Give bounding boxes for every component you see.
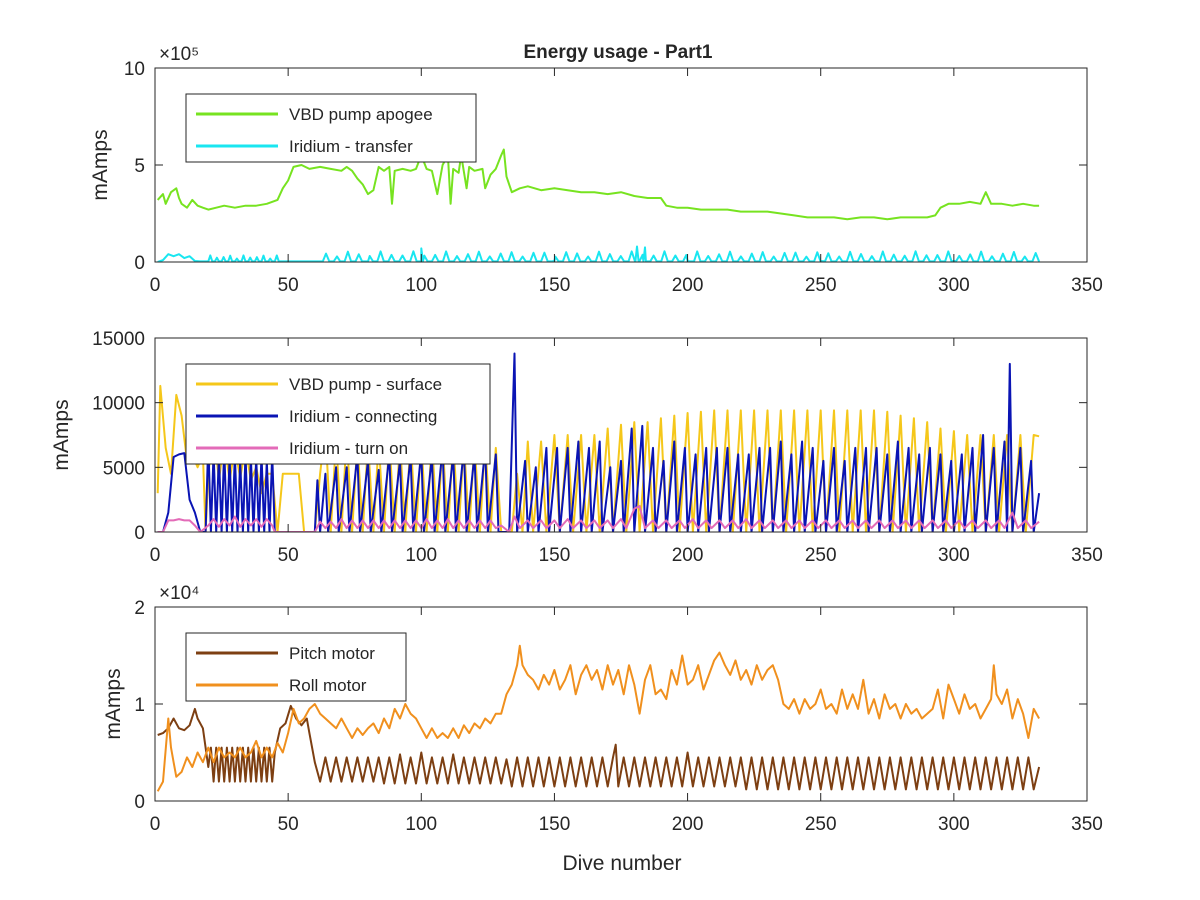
axes-1: 0 50 100 150 200 250 300 350 0 5 10 ×10⁵ mAmps VBD pu… <box>89 44 1103 296</box>
series-group <box>156 352 1041 532</box>
y-tick-label: 10000 <box>92 394 145 415</box>
y-axis-label: mAmps <box>50 399 73 470</box>
y-exponent-label: ×10⁵ <box>159 44 199 65</box>
x-tick-label: 200 <box>672 275 704 296</box>
x-tick-label: 250 <box>805 275 837 296</box>
legend-label: Pitch motor <box>289 644 375 663</box>
x-tick-label: 150 <box>539 545 571 566</box>
legend: VBD pump apogee Iridium - transfer <box>185 93 477 163</box>
y-tick-label: 1 <box>134 695 145 716</box>
x-tick-label: 0 <box>150 545 161 566</box>
y-axis-label: mAmps <box>102 668 125 739</box>
x-tick-label: 300 <box>938 275 970 296</box>
y-tick-label: 5000 <box>103 458 145 479</box>
series-group <box>156 148 1041 262</box>
x-tick-label: 250 <box>805 545 837 566</box>
x-tick-label: 200 <box>672 814 704 835</box>
x-tick-label: 100 <box>405 545 437 566</box>
axes-3: 0 50 100 150 200 250 300 350 0 1 2 ×10⁴ mAmps Pitch m… <box>102 583 1103 835</box>
y-tick-label: 0 <box>134 792 145 813</box>
series-line-iridium-turn-on <box>157 505 1040 532</box>
x-tick-label: 350 <box>1071 275 1103 296</box>
x-tick-label: 50 <box>278 275 299 296</box>
y-exponent-label: ×10⁴ <box>159 583 199 604</box>
series-line-vbd-pump-apogee <box>156 148 1040 221</box>
x-tick-label: 250 <box>805 814 837 835</box>
legend-label: Iridium - transfer <box>289 137 413 156</box>
y-axis-label: mAmps <box>89 129 112 200</box>
legend-label: Roll motor <box>289 676 367 695</box>
y-tick-label: 15000 <box>92 329 145 350</box>
x-tick-label: 350 <box>1071 814 1103 835</box>
y-tick-label: 2 <box>134 598 145 619</box>
x-tick-label: 300 <box>938 545 970 566</box>
legend-label: VBD pump - surface <box>289 375 442 394</box>
axes-frame <box>154 337 1088 533</box>
x-tick-label: 50 <box>278 545 299 566</box>
x-tick-label: 100 <box>405 814 437 835</box>
legend-box <box>185 93 477 163</box>
legend: Pitch motor Roll motor <box>185 632 407 702</box>
y-tick-label: 10 <box>124 59 145 80</box>
x-tick-label: 150 <box>539 814 571 835</box>
x-tick-label: 100 <box>405 275 437 296</box>
x-tick-label: 0 <box>150 275 161 296</box>
x-tick-label: 350 <box>1071 545 1103 566</box>
legend-label: Iridium - turn on <box>289 439 408 458</box>
series-group <box>156 644 1041 792</box>
x-tick-label: 50 <box>278 814 299 835</box>
legend-box <box>185 632 407 702</box>
x-axis-label: Dive number <box>562 852 681 875</box>
series-line-iridium-transfer <box>157 245 1041 262</box>
y-tick-label: 0 <box>134 253 145 274</box>
legend: VBD pump - surface Iridium - connecting Ir… <box>185 363 491 465</box>
series-line-roll-motor <box>156 644 1040 792</box>
legend-label: VBD pump apogee <box>289 105 433 124</box>
x-tick-label: 300 <box>938 814 970 835</box>
x-tick-label: 150 <box>539 275 571 296</box>
x-tick-label: 200 <box>672 545 704 566</box>
x-tick-label: 0 <box>150 814 161 835</box>
series-line-pitch-motor <box>157 704 1041 791</box>
figure-title: Energy usage - Part1 <box>523 42 712 63</box>
legend-label: Iridium - connecting <box>289 407 437 426</box>
y-tick-label: 0 <box>134 523 145 544</box>
axes-2: 0 50 100 150 200 250 300 350 0 5000 10000 15000 mAmp… <box>50 329 1103 566</box>
y-tick-label: 5 <box>134 156 145 177</box>
